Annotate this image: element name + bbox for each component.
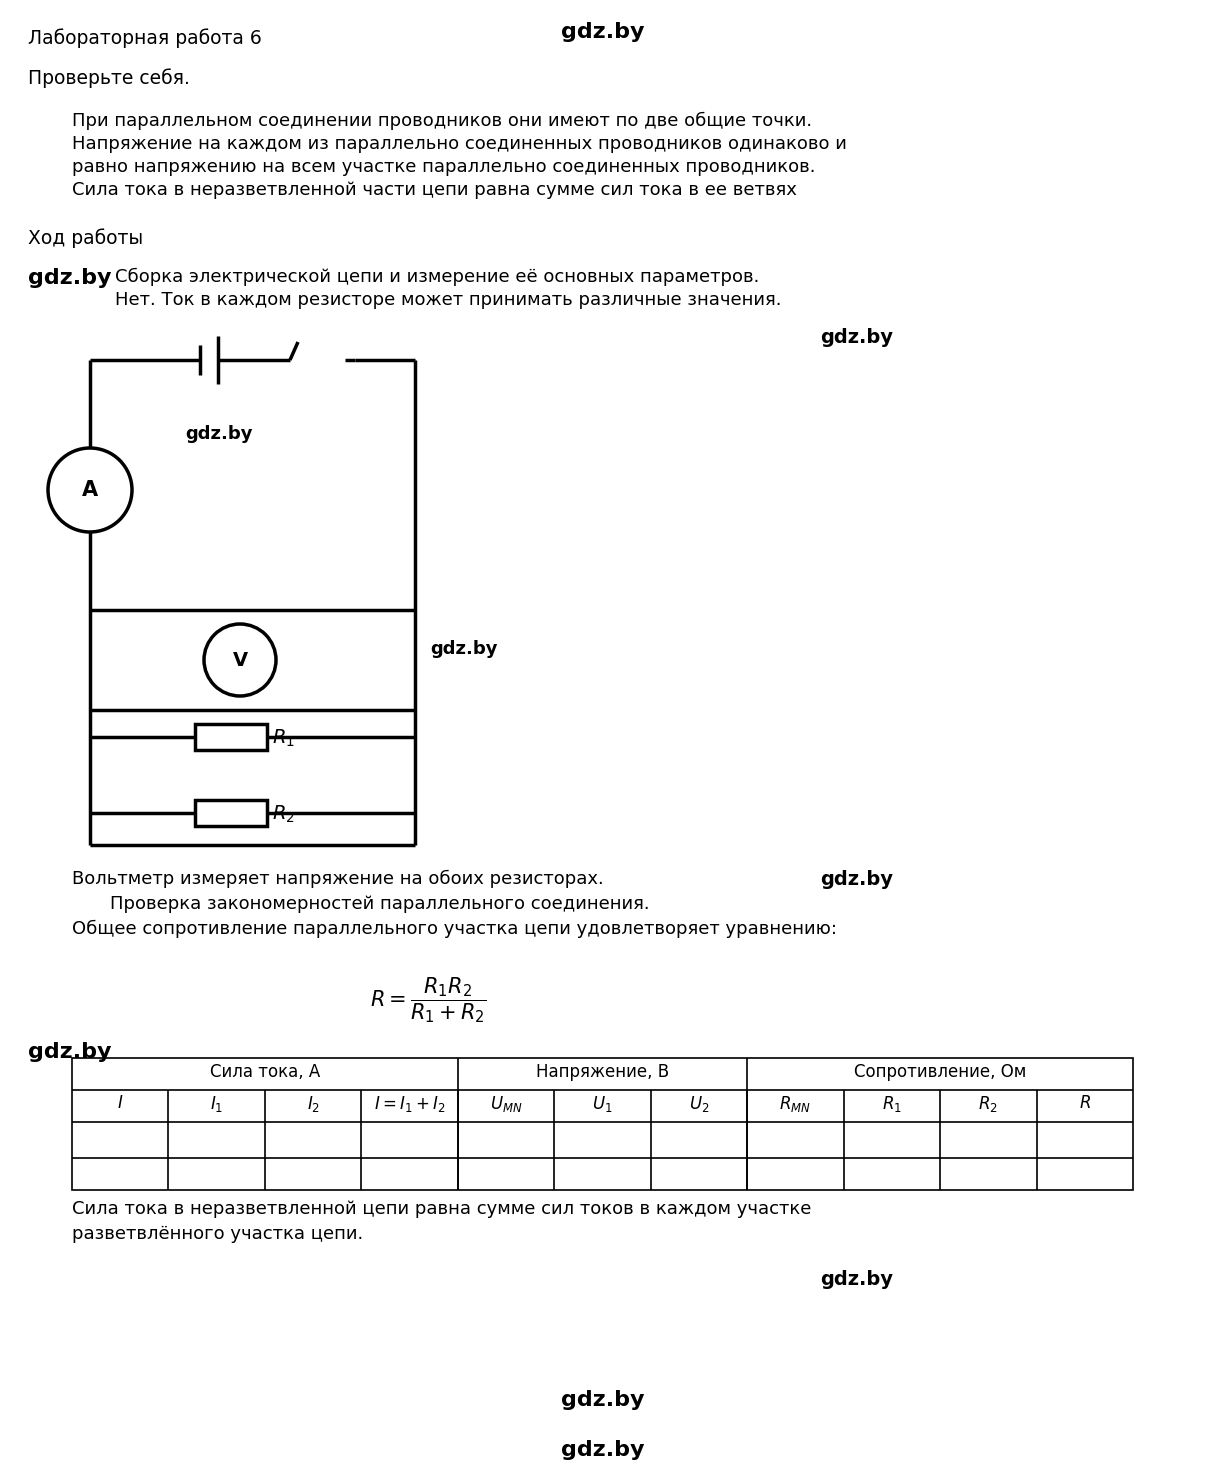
Text: $R_1$: $R_1$ — [882, 1094, 901, 1114]
Text: Проверка закономерностей параллельного соединения.: Проверка закономерностей параллельного с… — [110, 895, 649, 913]
Text: gdz.by: gdz.by — [28, 268, 112, 288]
Text: gdz.by: gdz.by — [562, 22, 645, 41]
Text: $R$: $R$ — [1078, 1094, 1091, 1112]
Text: $U_{MN}$: $U_{MN}$ — [489, 1094, 522, 1114]
Text: $R_2$: $R_2$ — [978, 1094, 998, 1114]
Text: Сила тока в неразветвленной цепи равна сумме сил токов в каждом участке: Сила тока в неразветвленной цепи равна с… — [72, 1199, 811, 1219]
Text: V: V — [233, 651, 247, 670]
Circle shape — [204, 624, 276, 697]
Text: Вольтметр измеряет напряжение на обоих резисторах.: Вольтметр измеряет напряжение на обоих р… — [72, 870, 604, 889]
Text: Сила тока в неразветвленной части цепи равна сумме сил тока в ее ветвях: Сила тока в неразветвленной части цепи р… — [72, 180, 797, 200]
Text: gdz.by: gdz.by — [819, 328, 893, 348]
Text: Сборка электрической цепи и измерение её основных параметров.: Сборка электрической цепи и измерение её… — [114, 268, 759, 287]
Text: $R = \dfrac{R_1 R_2}{R_1 + R_2}$: $R = \dfrac{R_1 R_2}{R_1 + R_2}$ — [370, 975, 487, 1025]
Text: $I = I_1 + I_2$: $I = I_1 + I_2$ — [374, 1094, 446, 1114]
Text: $I_2$: $I_2$ — [306, 1094, 319, 1114]
Text: gdz.by: gdz.by — [186, 424, 253, 444]
Text: gdz.by: gdz.by — [562, 1390, 645, 1409]
Text: gdz.by: gdz.by — [430, 640, 498, 658]
Text: gdz.by: gdz.by — [819, 870, 893, 889]
Text: A: A — [82, 481, 98, 500]
Text: Сила тока, А: Сила тока, А — [210, 1063, 321, 1081]
Text: Общее сопротивление параллельного участка цепи удовлетворяет уравнению:: Общее сопротивление параллельного участк… — [72, 920, 837, 938]
Text: $I_1$: $I_1$ — [210, 1094, 223, 1114]
Text: При параллельном соединении проводников они имеют по две общие точки.: При параллельном соединении проводников … — [72, 112, 812, 130]
Text: разветвлённого участка цепи.: разветвлённого участка цепи. — [72, 1225, 363, 1242]
Text: Проверьте себя.: Проверьте себя. — [28, 68, 190, 87]
Text: $R_{MN}$: $R_{MN}$ — [780, 1094, 811, 1114]
Text: Лабораторная работа 6: Лабораторная работа 6 — [28, 28, 261, 47]
Text: $R_2$: $R_2$ — [272, 805, 295, 825]
Bar — [195, 725, 268, 750]
Bar — [72, 1057, 1133, 1191]
Text: gdz.by: gdz.by — [819, 1270, 893, 1290]
Text: $I$: $I$ — [117, 1094, 123, 1112]
Text: Нет. Ток в каждом резисторе может принимать различные значения.: Нет. Ток в каждом резисторе может приним… — [114, 291, 782, 309]
Bar — [195, 800, 268, 825]
Text: gdz.by: gdz.by — [28, 1043, 112, 1062]
Text: gdz.by: gdz.by — [562, 1441, 645, 1460]
Text: Сопротивление, Ом: Сопротивление, Ом — [854, 1063, 1027, 1081]
Text: $U_1$: $U_1$ — [592, 1094, 613, 1114]
Text: Напряжение, В: Напряжение, В — [536, 1063, 669, 1081]
Text: Ход работы: Ход работы — [28, 228, 143, 247]
Text: Напряжение на каждом из параллельно соединенных проводников одинаково и: Напряжение на каждом из параллельно соед… — [72, 135, 847, 152]
Text: равно напряжению на всем участке параллельно соединенных проводников.: равно напряжению на всем участке паралле… — [72, 158, 816, 176]
Circle shape — [48, 448, 133, 532]
Text: $U_2$: $U_2$ — [689, 1094, 710, 1114]
Text: $R_1$: $R_1$ — [272, 728, 295, 750]
